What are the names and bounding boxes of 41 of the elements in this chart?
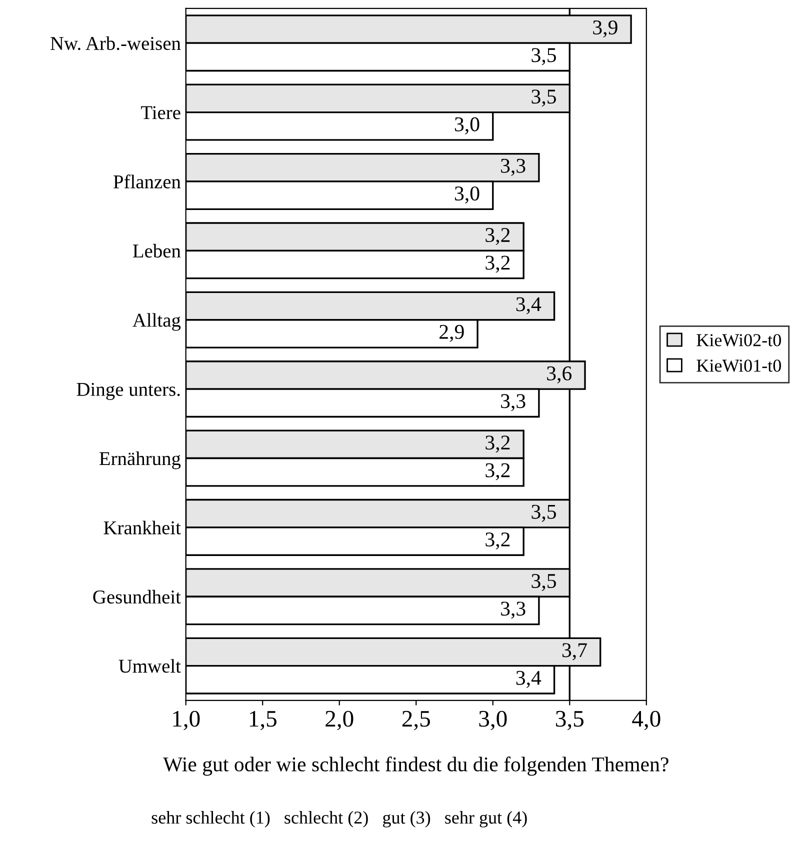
- x-tick-label: 3,0: [479, 710, 507, 730]
- data-label: 3,5: [532, 504, 556, 522]
- y-tick-label: Ernährung: [99, 452, 181, 470]
- data-label: 3,0: [454, 186, 480, 204]
- data-label: 3,9: [593, 20, 618, 38]
- y-tick-label: Leben: [132, 244, 181, 258]
- data-label: 3,5: [532, 48, 556, 66]
- legend-label: KieWi02-t0: [696, 334, 781, 346]
- x-axis-title: Wie gut oder wie schlecht findest du die folgenden Themen?: [163, 756, 668, 776]
- data-label: 3,5: [532, 574, 556, 592]
- data-label: 3,2: [486, 256, 510, 273]
- y-tick-label: Dinge unters.: [76, 382, 180, 400]
- y-tick-label: Pflanzen: [114, 174, 181, 188]
- x-tick-label: 2,0: [326, 710, 354, 730]
- y-tick-label: Gesundheit: [93, 590, 181, 604]
- legend-label: KieWi01-t0: [696, 360, 781, 372]
- x-tick-label: 2,5: [402, 710, 430, 730]
- y-tick-label: Alltag: [132, 313, 181, 331]
- data-label: 3,2: [486, 532, 510, 550]
- data-label: 3,2: [486, 463, 510, 480]
- data-label: 3,0: [454, 117, 480, 134]
- data-label: 3,6: [547, 366, 572, 384]
- y-tick-label: Krankheit: [104, 520, 181, 534]
- data-label: 3,7: [562, 643, 587, 660]
- text: sehr schlecht (1) schlecht (2) gut (3) sehr gut (4): [152, 811, 527, 828]
- x-tick-label: 1,5: [250, 710, 276, 730]
- data-label: 3,4: [516, 297, 542, 314]
- data-label: 3,4: [516, 670, 542, 688]
- data-label: 3,3: [501, 602, 526, 619]
- data-label: 3,5: [532, 90, 556, 107]
- data-label: 2,9: [440, 324, 464, 342]
- x-tick-label: 4,0: [632, 710, 660, 730]
- x-tick-label: 3,5: [556, 710, 584, 730]
- y-tick-label: Nw. Arb.-weisen: [50, 36, 181, 50]
- y-tick-label: Umwelt: [118, 659, 181, 673]
- data-label: 3,3: [501, 394, 526, 412]
- data-label: 3,2: [486, 228, 510, 246]
- data-label: 3,2: [486, 436, 510, 453]
- x-tick-label: 1,0: [173, 710, 200, 730]
- data-label: 3,3: [501, 158, 526, 176]
- y-tick-label: Tiere: [140, 106, 180, 120]
